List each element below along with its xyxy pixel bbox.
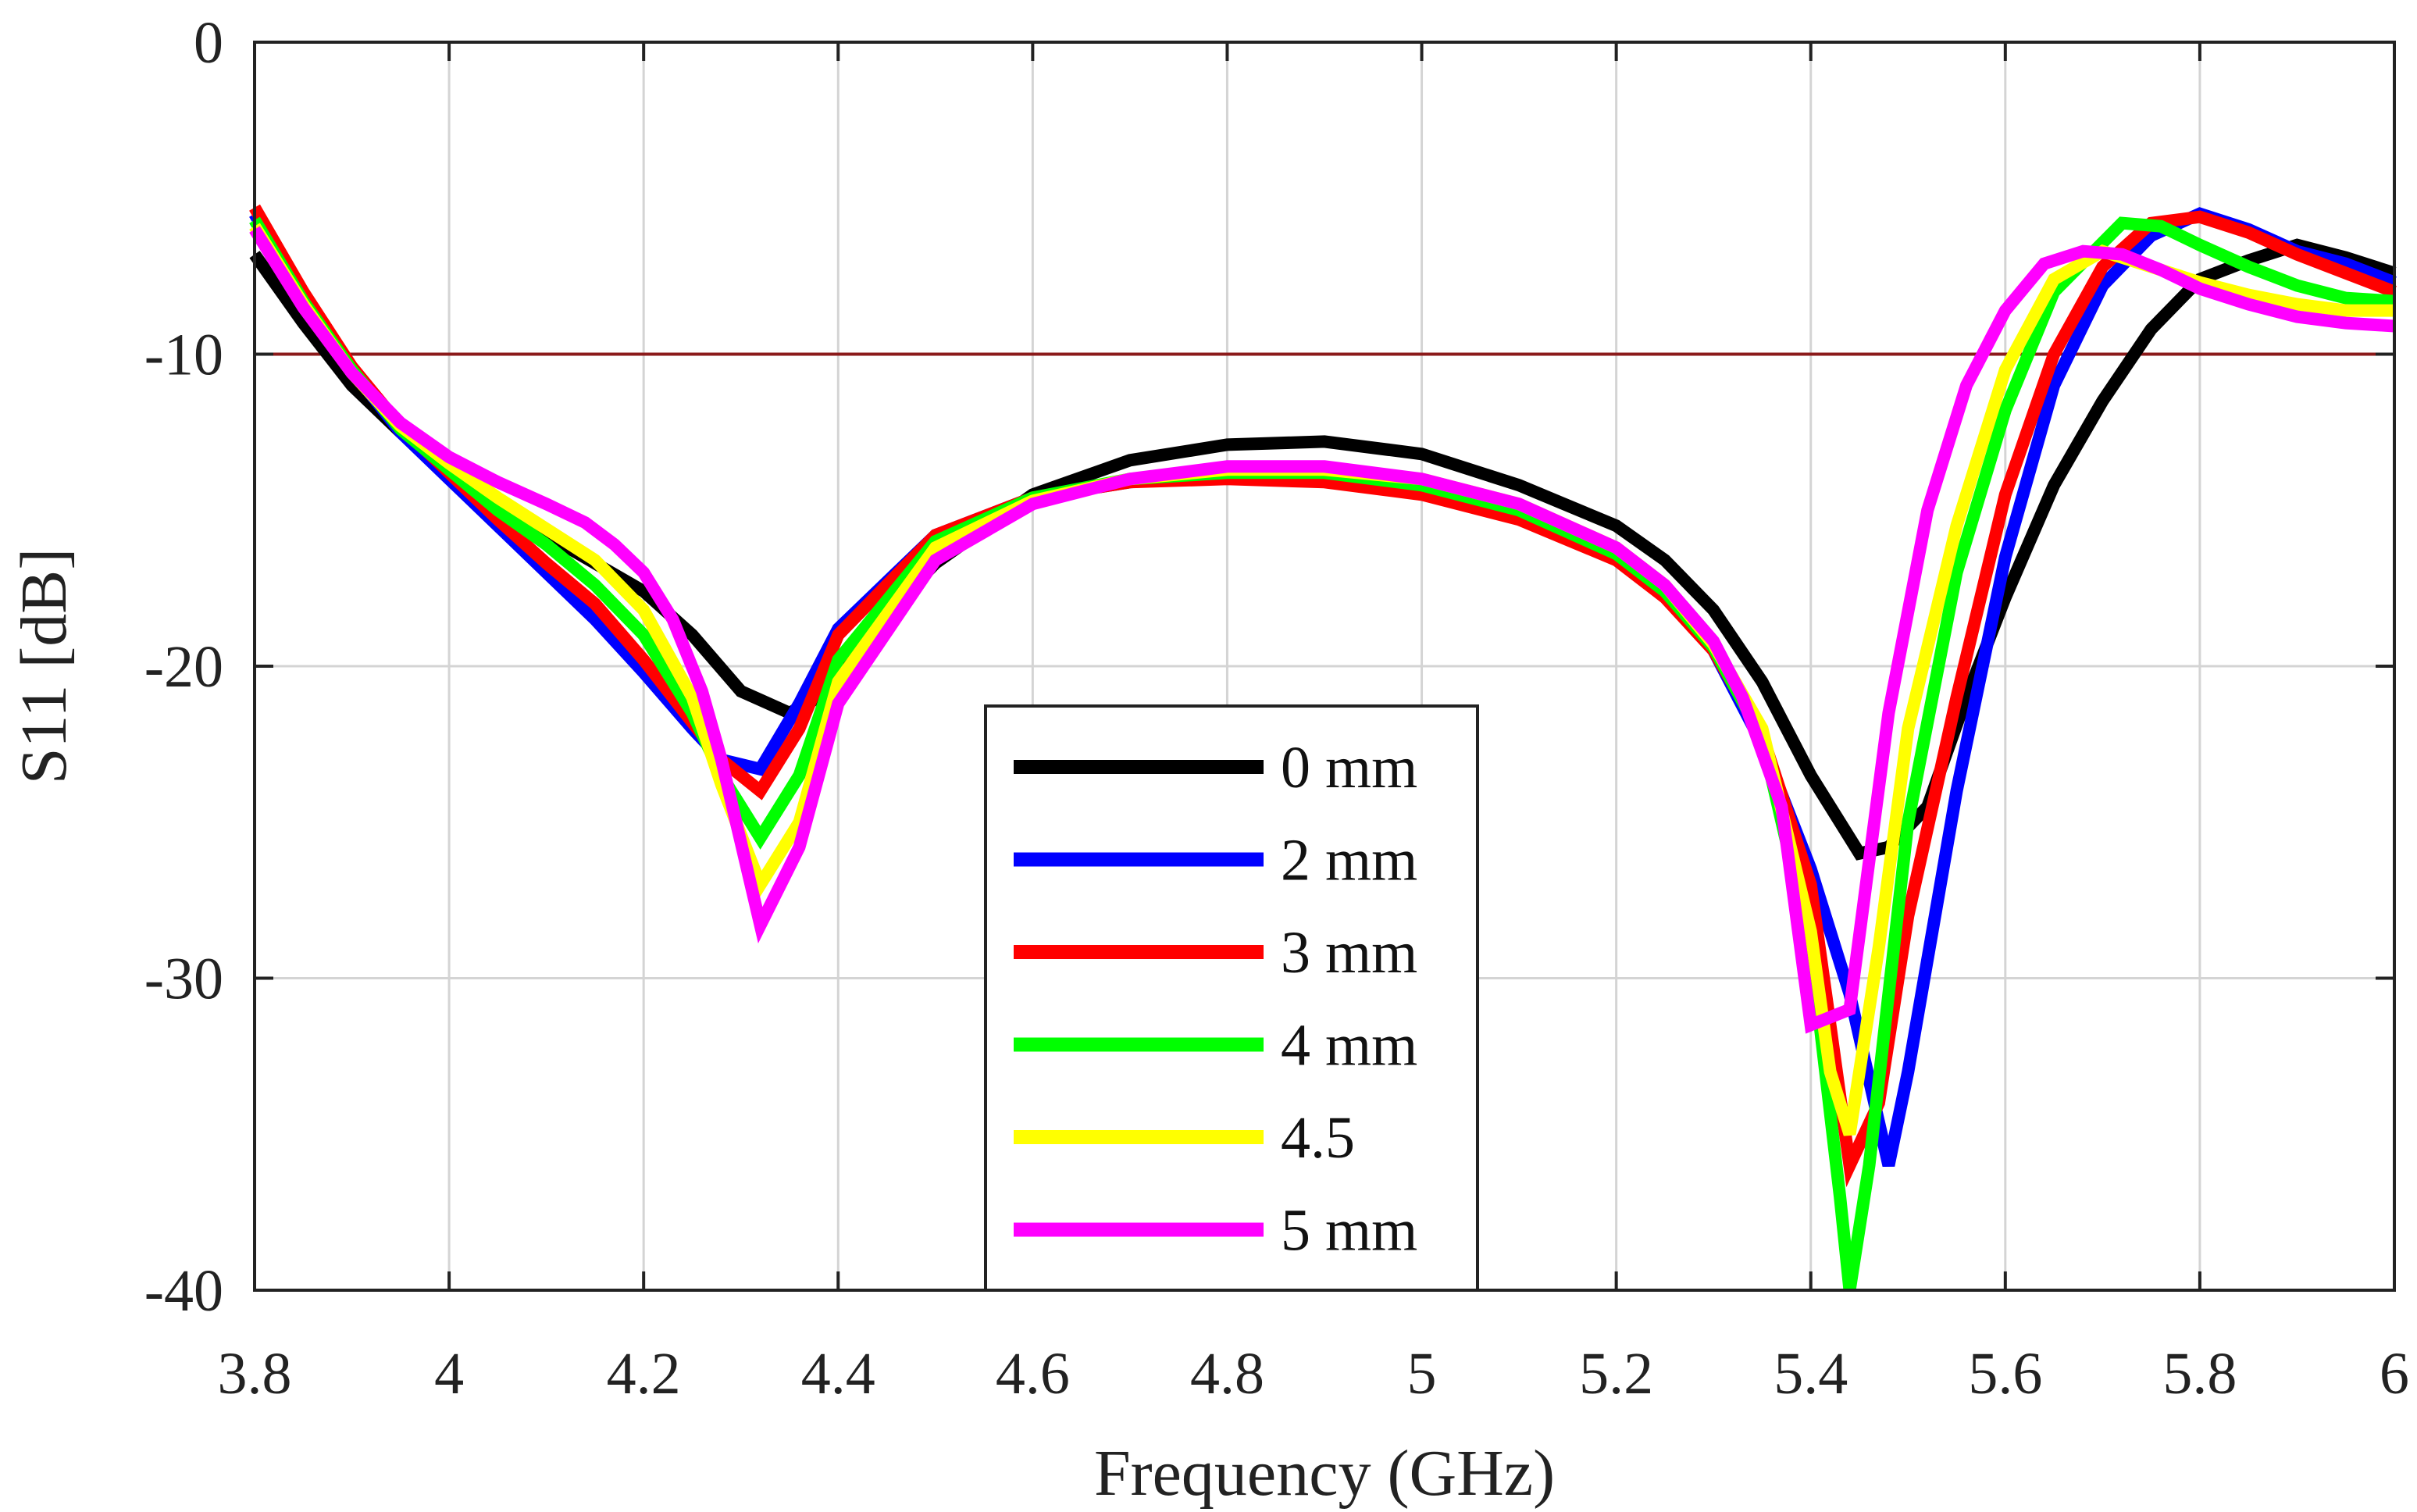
x-tick-label: 5.8 (2162, 1341, 2237, 1407)
series-line (249, 226, 2395, 1034)
y-tick-label: -10 (144, 323, 223, 388)
series-line (249, 204, 2397, 1188)
y-tick-labels: 0 -10 -20 -30 -40 (144, 10, 223, 1324)
legend-label: 3 mm (1281, 920, 1417, 986)
legend-label: 4 mm (1281, 1013, 1417, 1079)
x-tick-label: 6 (2380, 1341, 2409, 1407)
x-tick-label: 4.8 (1190, 1341, 1264, 1407)
legend-label: 4.5 (1281, 1105, 1355, 1171)
x-tick-label: 5.6 (1968, 1341, 2042, 1407)
legend-box (984, 704, 1479, 1292)
x-tick-label: 5.4 (1774, 1341, 1848, 1407)
x-tick-label: 3.8 (218, 1341, 292, 1407)
x-tick-label: 4.4 (801, 1341, 875, 1407)
y-tick-label: -20 (144, 634, 223, 700)
y-tick-label: -40 (144, 1258, 223, 1324)
y-axis-title: S11 [dB] (8, 548, 80, 785)
legend-label: 5 mm (1281, 1198, 1417, 1264)
y-tick-label: 0 (194, 10, 223, 76)
legend: 0 mm 2 mm 3 mm 4 mm 4.5 5 mm (984, 704, 1479, 1292)
legend-label: 2 mm (1281, 828, 1417, 893)
x-tick-label: 5 (1407, 1341, 1437, 1407)
x-tick-label: 4.6 (996, 1341, 1070, 1407)
x-tick-labels: 3.8 4 4.2 4.4 4.6 4.8 5 5.2 5.4 5.6 5.8 6 (218, 1341, 2410, 1407)
x-tick-label: 5.2 (1579, 1341, 1653, 1407)
x-tick-label: 4 (434, 1341, 464, 1407)
series-group (249, 204, 2397, 1292)
x-tick-label: 4.2 (607, 1341, 681, 1407)
x-axis-title: Frequency (GHz) (1094, 1437, 1555, 1510)
y-tick-label: -30 (144, 947, 223, 1012)
legend-label: 0 mm (1281, 735, 1417, 801)
